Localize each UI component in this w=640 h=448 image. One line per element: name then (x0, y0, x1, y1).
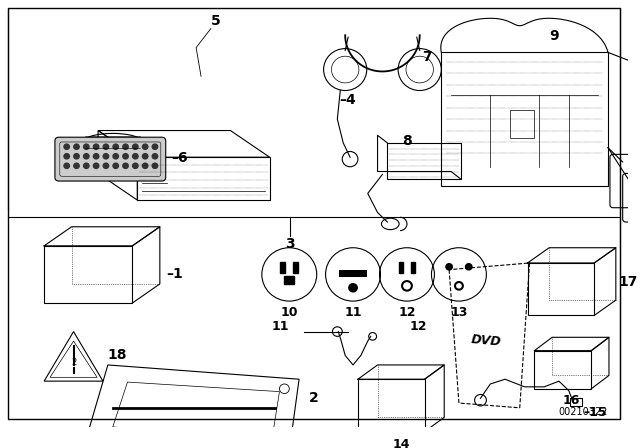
Circle shape (465, 263, 473, 271)
Circle shape (63, 163, 70, 169)
Text: 17: 17 (619, 275, 638, 289)
Bar (442, 52, 608, 186)
Text: 5: 5 (211, 14, 221, 28)
Circle shape (102, 143, 109, 150)
Circle shape (152, 153, 158, 159)
Bar (570, 398, 582, 406)
Circle shape (122, 153, 129, 159)
Circle shape (93, 153, 100, 159)
Circle shape (63, 153, 70, 159)
Text: 11: 11 (272, 320, 289, 333)
Circle shape (93, 163, 100, 169)
Text: 11: 11 (344, 306, 362, 319)
Text: –6: –6 (172, 151, 188, 165)
Circle shape (132, 143, 139, 150)
Text: 16: 16 (563, 394, 580, 407)
Circle shape (83, 163, 90, 169)
Bar (44, 246, 132, 303)
Circle shape (63, 143, 70, 150)
Text: 12: 12 (398, 306, 416, 319)
Bar (510, 110, 534, 138)
Circle shape (132, 163, 139, 169)
Circle shape (102, 153, 109, 159)
Circle shape (73, 163, 80, 169)
Text: 12: 12 (410, 320, 428, 333)
Bar (387, 143, 461, 179)
Circle shape (112, 153, 119, 159)
Bar (284, 276, 294, 284)
Text: –15: –15 (584, 406, 607, 419)
Text: –1: –1 (166, 267, 184, 281)
Text: 18: 18 (108, 349, 127, 362)
Circle shape (141, 143, 148, 150)
Circle shape (445, 263, 453, 271)
Circle shape (152, 143, 158, 150)
Circle shape (152, 163, 158, 169)
Circle shape (93, 143, 100, 150)
Bar (411, 262, 415, 273)
Circle shape (83, 143, 90, 150)
Circle shape (112, 143, 119, 150)
Text: 2: 2 (71, 358, 76, 366)
Circle shape (102, 163, 109, 169)
Bar (534, 351, 591, 389)
Circle shape (73, 153, 80, 159)
Bar (339, 270, 367, 277)
Circle shape (112, 163, 119, 169)
Circle shape (122, 163, 129, 169)
Circle shape (122, 143, 129, 150)
Bar (358, 379, 424, 431)
Text: 9: 9 (549, 29, 559, 43)
Text: DVD: DVD (470, 333, 502, 349)
Text: 7: 7 (422, 50, 431, 64)
Bar (293, 262, 298, 272)
Circle shape (132, 153, 139, 159)
Text: 3: 3 (285, 237, 295, 251)
Text: 13: 13 (451, 306, 468, 319)
Bar (280, 262, 285, 272)
Circle shape (141, 163, 148, 169)
Text: 2: 2 (309, 391, 319, 405)
Bar (399, 262, 403, 273)
FancyBboxPatch shape (55, 137, 166, 181)
Text: 00210322: 00210322 (559, 407, 608, 417)
Text: –4: –4 (340, 93, 356, 107)
Bar (527, 263, 595, 315)
Text: 10: 10 (280, 306, 298, 319)
Circle shape (141, 153, 148, 159)
Circle shape (83, 153, 90, 159)
Text: 14: 14 (392, 439, 410, 448)
Circle shape (348, 283, 358, 293)
Text: 8: 8 (402, 134, 412, 148)
Circle shape (73, 143, 80, 150)
